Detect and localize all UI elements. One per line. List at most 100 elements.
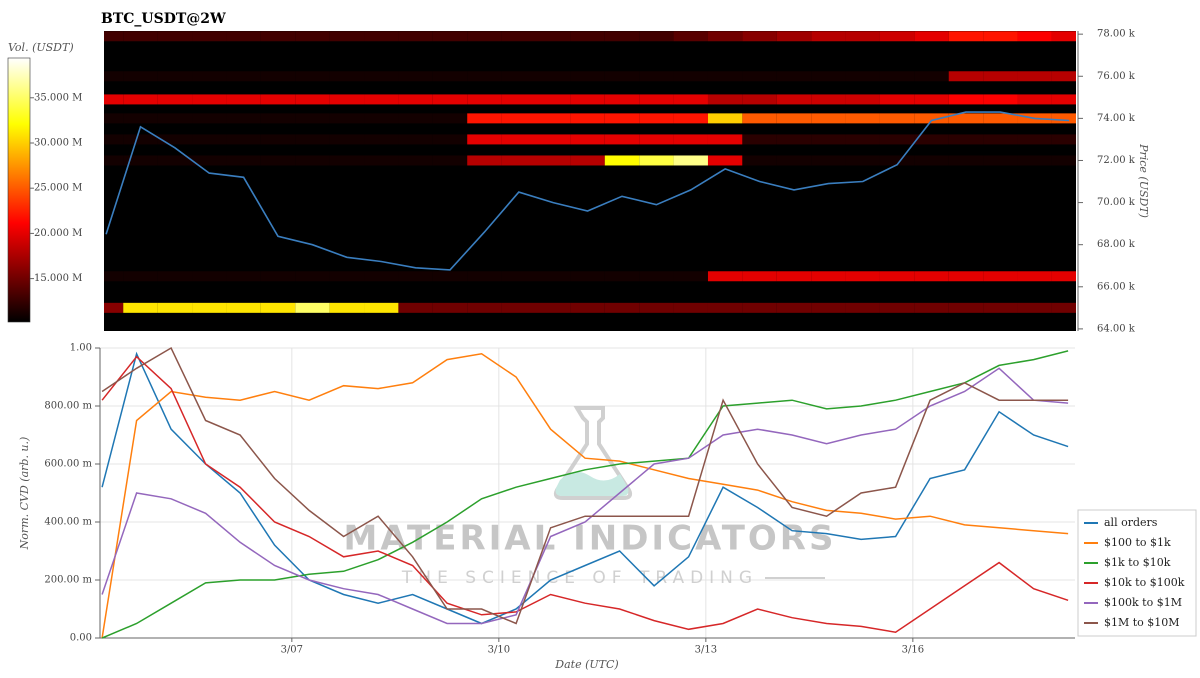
x-tick-label: 3/16 [902,645,924,656]
heatmap-cell [742,302,777,313]
heatmap-cell [879,155,915,166]
watermark: MATERIAL INDICATORS THE SCIENCE OF TRADI… [344,406,837,588]
heatmap-cell [104,71,124,82]
heatmap-cell [1017,31,1052,42]
heatmap-cell [570,31,605,42]
heatmap-cell [673,271,708,282]
heatmap-cell [983,302,1018,313]
heatmap-cell [1051,113,1076,124]
heatmap-cell [192,134,227,145]
heatmap-cell [604,302,640,313]
heatmap-cell [329,155,365,166]
heatmap-cell [639,271,674,282]
heatmap-cell [260,71,296,82]
heatmap-cell [467,302,502,313]
y-tick-label: 64.00 k [1097,323,1136,334]
heatmap-cell [811,71,846,82]
heatmap-cell [398,271,433,282]
chart-title: BTC_USDT@2W [101,11,226,27]
heatmap-cell [123,94,158,105]
heatmap-cell [104,31,124,42]
heatmap-cell [467,271,502,282]
heatmap-cell [1051,271,1076,282]
heatmap-cell [192,71,227,82]
series-line [101,367,1069,625]
heatmap-cell [157,113,193,124]
heatmap-cell [983,271,1018,282]
heatmap-cell [192,113,227,124]
series-line [101,353,1069,639]
heatmap-cell [157,71,193,82]
heatmap-cell [983,94,1018,105]
y-tick-label: 0.00 [70,633,92,644]
heatmap-cell [604,271,640,282]
heatmap-cell [364,134,399,145]
heatmap-cell [260,155,296,166]
heatmap-cell [432,155,468,166]
heatmap-cell [1017,155,1052,166]
heatmap-cell [501,271,536,282]
x-tick-label: 3/07 [281,645,303,656]
heatmap-cell [570,134,605,145]
heatmap-cell [742,134,777,145]
heatmap-cell [639,302,674,313]
heatmap-cell [226,71,261,82]
heatmap-cell [536,271,571,282]
y-tick-label: 600.00 m [44,459,92,470]
heatmap-cell [104,94,124,105]
y-tick-label: 1.00 [70,343,92,354]
heatmap-cell [226,155,261,166]
heatmap-cell [501,113,536,124]
heatmap-cell [914,155,949,166]
heatmap-cell [707,271,743,282]
heatmap-cell [983,155,1018,166]
heatmap-cell [948,31,984,42]
heatmap-cell [604,31,640,42]
heatmap-cell [570,94,605,105]
heatmap-cell [1051,71,1076,82]
price-line [105,111,1070,271]
heatmap-cell [879,113,915,124]
heatmap-cell [536,113,571,124]
heatmap-cell [329,71,365,82]
heatmap-cell [1051,31,1076,42]
heatmap-cell [501,71,536,82]
heatmap-cell [948,71,984,82]
heatmap-cell [707,155,743,166]
heatmap-cell [364,31,399,42]
y-tick-label: 68.00 k [1097,239,1136,250]
heatmap-cell [845,94,880,105]
heatmap-cell [295,113,330,124]
x-tick-label: 3/10 [488,645,510,656]
y-axis-title: Price (USDT) [1137,143,1150,218]
heatmap-cell [501,31,536,42]
heatmap-cell [398,302,433,313]
heatmap-cell [364,155,399,166]
heatmap-cell [501,94,536,105]
heatmap-cell [123,134,158,145]
heatmap-cell [467,71,502,82]
legend-label: $100 to $1k [1104,536,1171,549]
colorbar-tick-label: 15.000 M [34,273,82,284]
heatmap-cell [673,113,708,124]
heatmap-cell [811,155,846,166]
heatmap-cell [776,113,812,124]
heatmap-cell [639,94,674,105]
heatmap-cell [329,302,365,313]
heatmap-cell [295,71,330,82]
heatmap-cell [329,271,365,282]
heatmap-cell [192,94,227,105]
heatmap-cell [604,94,640,105]
heatmap-cell [467,134,502,145]
heatmap-cell [157,271,193,282]
heatmap-cell [742,31,777,42]
heatmap-cell [639,134,674,145]
heatmap-cell [467,113,502,124]
heatmap-cell [398,31,433,42]
heatmap-cell [879,31,915,42]
x-axis-title: Date (UTC) [554,658,618,671]
heatmap-cell [364,271,399,282]
watermark-title: MATERIAL INDICATORS [344,519,837,559]
